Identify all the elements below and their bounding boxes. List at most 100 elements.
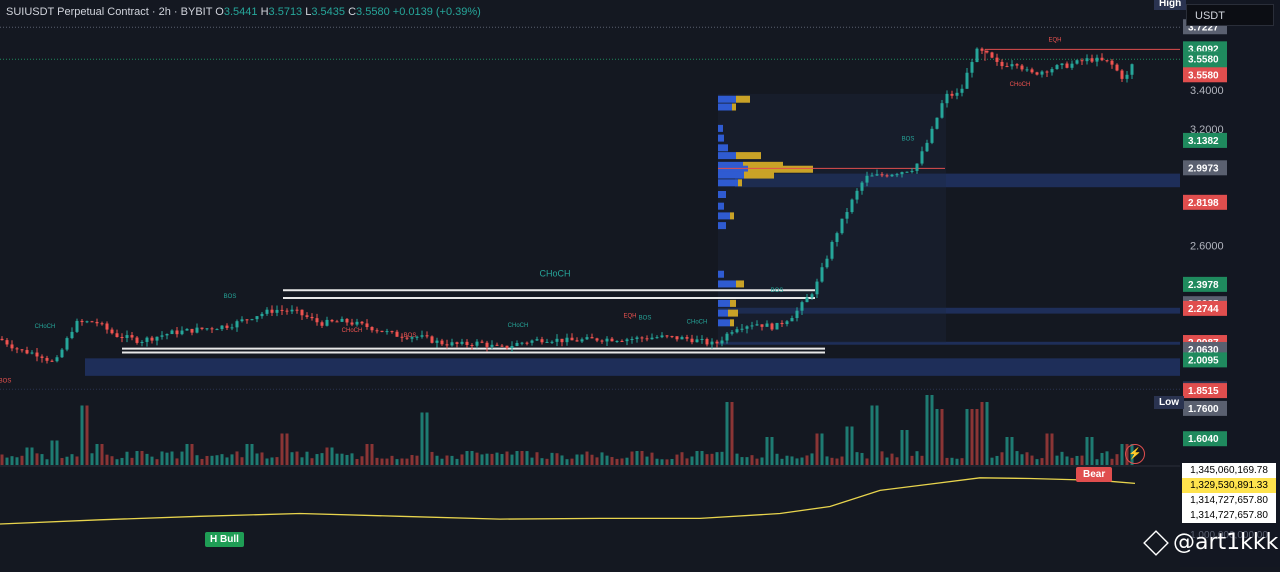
- symbol-title[interactable]: SUIUSDT Perpetual Contract · 2h · BYBIT: [6, 6, 213, 18]
- volume-bar: [495, 452, 499, 465]
- volume-bar: [1110, 458, 1114, 465]
- volume-bar: [670, 458, 674, 465]
- candle-body: [335, 321, 339, 323]
- volume-bar: [990, 457, 994, 465]
- volume-bar: [90, 453, 94, 465]
- indicator-value-2: 1,329,530,891.33: [1182, 478, 1276, 493]
- candle-body: [1065, 63, 1069, 68]
- candle-body: [755, 324, 759, 326]
- volume-bar: [260, 452, 264, 465]
- candle-body: [1060, 63, 1064, 66]
- candle-body: [865, 175, 869, 183]
- candle-body: [215, 329, 219, 331]
- volume-bar: [685, 458, 689, 465]
- price-label: 2.0630: [1188, 345, 1219, 356]
- candle-body: [190, 328, 194, 333]
- candle-body: [205, 328, 209, 330]
- candle-body: [550, 341, 554, 343]
- candle-body: [70, 331, 74, 339]
- candle-body: [195, 327, 199, 333]
- high-value: 3.5713: [268, 6, 303, 18]
- structure-label: BOS: [0, 379, 11, 385]
- volume-bar: [460, 454, 464, 465]
- volume-bar: [755, 458, 759, 465]
- volume-bar: [520, 451, 524, 465]
- candle-body: [935, 117, 939, 129]
- candle-body: [915, 163, 919, 171]
- candle-body: [860, 182, 864, 191]
- vpvr-bar: [718, 212, 730, 220]
- candle-body: [1025, 69, 1029, 71]
- volume-bar: [155, 459, 159, 465]
- volume-bar: [105, 454, 109, 465]
- volume-bar: [655, 458, 659, 465]
- candle-body: [220, 325, 224, 330]
- price-label: 3.7227: [1188, 22, 1219, 33]
- candle-body: [280, 309, 284, 311]
- candle-body: [490, 344, 494, 347]
- structure-label: BOS: [771, 288, 784, 294]
- volume-bar: [735, 453, 739, 465]
- candle-body: [1070, 63, 1074, 68]
- indicator-line: [0, 477, 1136, 525]
- y-tick-label: 2.6000: [1190, 241, 1224, 253]
- candle-body: [475, 341, 479, 346]
- volume-bar: [980, 402, 984, 465]
- candle-body: [35, 352, 39, 357]
- volume-bar: [75, 456, 79, 465]
- vpvr-bar-gold: [728, 309, 738, 317]
- volume-bar: [100, 444, 104, 465]
- price-label-bg: [1183, 431, 1227, 447]
- candle-body: [555, 338, 559, 342]
- volume-bar: [115, 459, 119, 465]
- volume-bar: [1100, 452, 1104, 465]
- volume-bar: [1000, 452, 1004, 465]
- candle-body: [500, 345, 504, 347]
- candle-body: [210, 328, 214, 330]
- candle-body: [170, 330, 174, 335]
- volume-bar: [1085, 437, 1089, 465]
- volume-bar: [370, 444, 374, 465]
- lightning-icon[interactable]: ⚡: [1125, 444, 1145, 464]
- volume-bar: [840, 456, 844, 465]
- candle-body: [1095, 57, 1099, 62]
- candle-body: [640, 337, 644, 339]
- volume-bar: [855, 452, 859, 465]
- indicator-value-3: 1,314,727,657.80: [1182, 493, 1276, 508]
- vpvr-bar-gold: [743, 161, 783, 169]
- vpvr-bar-gold: [730, 299, 736, 307]
- candle-body: [185, 328, 189, 331]
- volume-bar: [575, 454, 579, 465]
- volume-bar: [725, 402, 729, 465]
- volume-bar: [430, 451, 434, 465]
- volume-bar: [650, 452, 654, 465]
- volume-bar: [550, 452, 554, 465]
- volume-bar: [235, 451, 239, 465]
- candle-body: [815, 281, 819, 295]
- volume-bar: [970, 409, 974, 465]
- volume-bar: [1060, 451, 1064, 465]
- candle-body: [1105, 60, 1109, 62]
- volume-bar: [885, 457, 889, 465]
- candle-body: [690, 338, 694, 343]
- volume-bar: [60, 458, 64, 465]
- vpvr-bar: [718, 171, 744, 179]
- candle-body: [705, 338, 709, 345]
- candle-body: [75, 320, 79, 332]
- vpvr-bar: [718, 103, 732, 111]
- volume-bar: [715, 452, 719, 465]
- candle-body: [460, 341, 464, 344]
- candle-body: [510, 346, 514, 349]
- volume-bar: [965, 409, 969, 465]
- volume-bar: [180, 451, 184, 465]
- volume-bar: [285, 433, 289, 465]
- currency-button[interactable]: USDT: [1186, 4, 1274, 26]
- candle-body: [155, 336, 159, 341]
- candle-body: [600, 340, 604, 342]
- volume-bar: [380, 458, 384, 465]
- candle-body: [565, 337, 569, 343]
- volume-bar: [55, 440, 59, 465]
- low-label: L: [305, 6, 312, 18]
